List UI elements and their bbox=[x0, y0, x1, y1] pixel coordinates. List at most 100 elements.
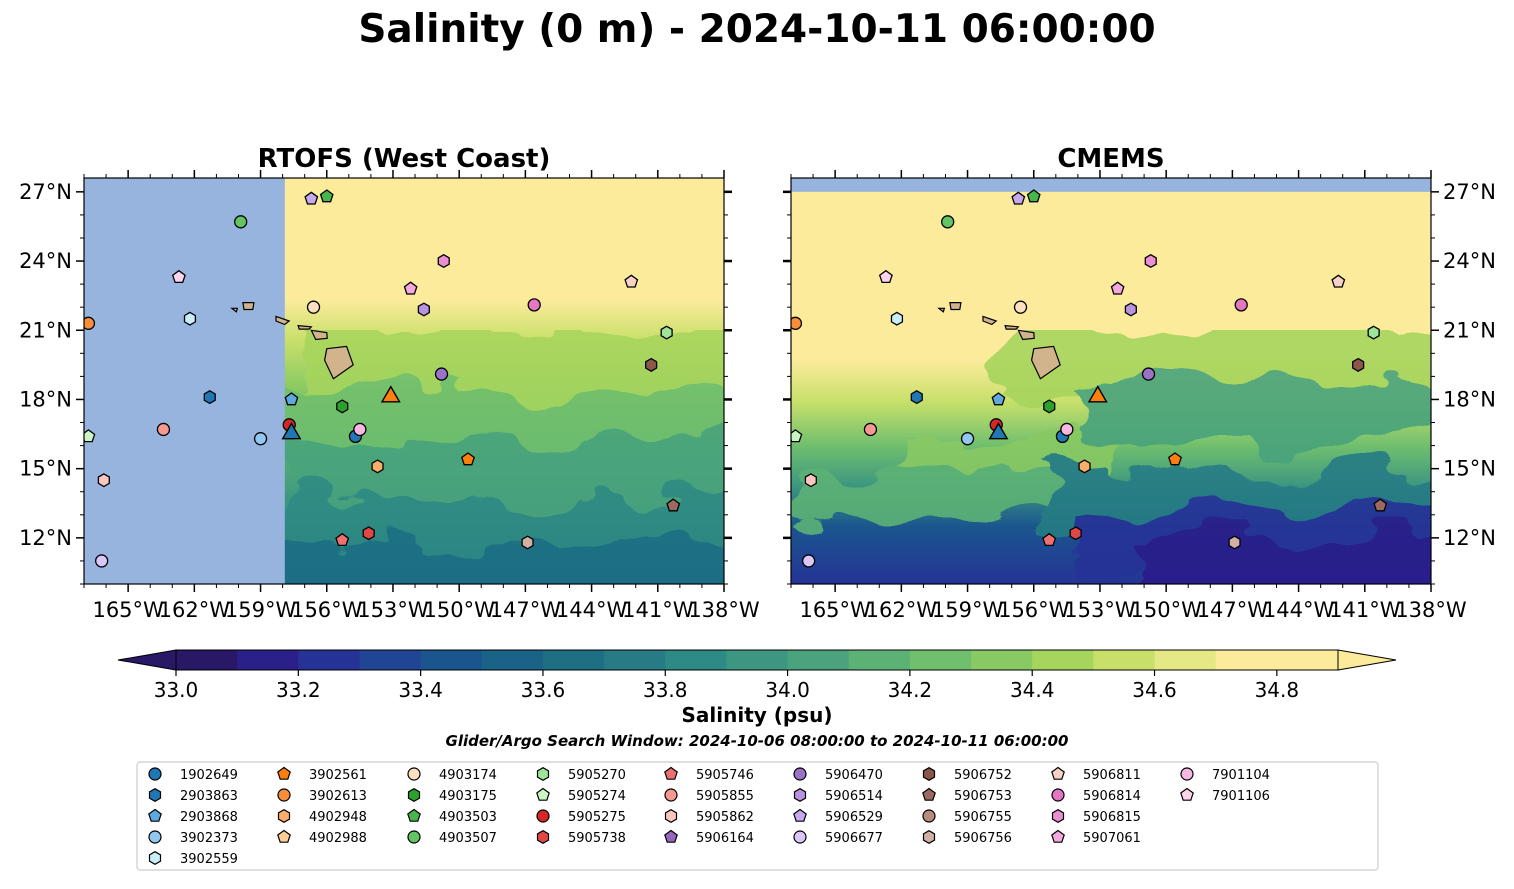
legend-entry: 5906811 bbox=[1051, 766, 1141, 783]
colorbar-segment bbox=[298, 650, 361, 670]
y-tick-label: 27°N bbox=[1443, 180, 1496, 204]
float-3902373 bbox=[960, 432, 975, 446]
float-5906470 bbox=[1141, 367, 1156, 381]
colorbar-segment bbox=[787, 650, 850, 670]
float-5905270 bbox=[660, 325, 673, 340]
rtofs-land bbox=[230, 302, 354, 380]
float-4903175 bbox=[1043, 399, 1056, 414]
x-tick-label: 165°W bbox=[799, 598, 871, 622]
legend-entry: 7901104 bbox=[1180, 767, 1270, 783]
legend: 1902649 2903863 2903868 3902373 3902559 39025… bbox=[148, 766, 1270, 867]
island-5 bbox=[230, 307, 239, 313]
y-tick-label: 18°N bbox=[19, 387, 72, 411]
legend-marker bbox=[922, 809, 936, 823]
glider-sg512-20240723T1831 bbox=[1087, 385, 1108, 403]
legend-marker bbox=[664, 788, 678, 802]
legend-marker bbox=[1051, 788, 1065, 802]
legend-entry: 5906752 bbox=[922, 767, 1012, 783]
cmems-axes: 165°W162°W159°W156°W153°W150°W147°W144°W… bbox=[783, 170, 1496, 622]
legend-marker bbox=[793, 788, 807, 802]
legend-entry: 3902559 bbox=[148, 851, 238, 867]
search-window-text: Glider/Argo Search Window: 2024-10-06 08… bbox=[446, 732, 1069, 750]
island-2 bbox=[1004, 324, 1020, 330]
legend-entry: 5906755 bbox=[922, 809, 1012, 825]
float-5906811 bbox=[1331, 274, 1346, 288]
colorbar-extend-min bbox=[117, 649, 177, 671]
legend-marker bbox=[407, 830, 421, 844]
legend-entry: 1902649 bbox=[148, 767, 238, 783]
glider-sg148-20240820T1744 bbox=[988, 422, 1009, 440]
x-tick-label: 153°W bbox=[357, 598, 429, 622]
legend-marker bbox=[148, 767, 162, 781]
legend-entry: 5905738 bbox=[536, 830, 626, 846]
colorbar-segment bbox=[1215, 650, 1278, 670]
float-5906529 bbox=[304, 191, 319, 205]
colorbar-segment bbox=[237, 650, 299, 670]
x-tick-label: 159°W bbox=[932, 598, 1004, 622]
float-5906756 bbox=[1228, 535, 1241, 550]
colorbar-tick-label: 34.2 bbox=[888, 678, 933, 702]
legend-label: 5906811 bbox=[1083, 768, 1141, 783]
x-tick-label: 165°W bbox=[92, 598, 164, 622]
colorbar-tick-label: 34.4 bbox=[1010, 678, 1055, 702]
legend-marker bbox=[536, 830, 550, 844]
colorbar-segment bbox=[481, 650, 544, 670]
x-tick-label: 147°W bbox=[1197, 598, 1269, 622]
legend-label: 5905746 bbox=[696, 768, 754, 783]
glider-sg148-20240820T1744 bbox=[281, 422, 302, 440]
legend-marker bbox=[536, 809, 550, 823]
float-2903868 bbox=[284, 392, 299, 406]
legend-label: 3902373 bbox=[180, 831, 238, 846]
colorbar-frame bbox=[175, 649, 1339, 671]
legend-marker bbox=[664, 829, 678, 843]
colorbar-tick-label: 34.6 bbox=[1132, 678, 1177, 702]
float-7901106 bbox=[171, 269, 186, 284]
float-3902373 bbox=[253, 432, 268, 446]
legend-label: 5905275 bbox=[568, 810, 626, 825]
legend-label: 4903507 bbox=[439, 831, 497, 846]
float-5906756 bbox=[521, 535, 534, 550]
legend-entry: 4903175 bbox=[407, 788, 497, 804]
legend-label: 7901106 bbox=[1212, 789, 1270, 804]
legend-label: 1902649 bbox=[180, 768, 238, 783]
legend-entry: 5905855 bbox=[664, 788, 754, 804]
legend-entry: 5906529 bbox=[793, 808, 883, 825]
legend-entry: 5906470 bbox=[793, 767, 883, 783]
colorbar-tick-label: 34.8 bbox=[1255, 678, 1300, 702]
island-3 bbox=[982, 315, 998, 326]
cmems-frame bbox=[790, 177, 1432, 585]
float-5907061 bbox=[1110, 281, 1125, 295]
island-0 bbox=[1030, 345, 1061, 380]
legend-marker bbox=[1051, 829, 1065, 843]
rtofs-eddies bbox=[280, 330, 724, 584]
legend-entry: 7901106 bbox=[1180, 787, 1270, 804]
colorbar-segment bbox=[909, 650, 972, 670]
rtofs-frame bbox=[83, 177, 725, 585]
rtofs-field bbox=[84, 178, 724, 584]
y-tick-label: 18°N bbox=[1443, 387, 1496, 411]
legend-label: 5906755 bbox=[954, 810, 1012, 825]
colorbar-segment bbox=[848, 650, 911, 670]
float-4903174 bbox=[1013, 300, 1028, 314]
legend-marker bbox=[536, 767, 550, 781]
float-5905746 bbox=[335, 532, 350, 547]
legend-entry: 5906164 bbox=[664, 829, 754, 846]
legend-marker bbox=[1051, 809, 1065, 823]
legend-label: 5905274 bbox=[568, 789, 626, 804]
colorbar-segment bbox=[420, 650, 483, 670]
float-5906753 bbox=[666, 498, 681, 512]
legend-entry: 2903868 bbox=[148, 808, 238, 825]
float-5906514 bbox=[1124, 302, 1137, 317]
legend-label: 3902561 bbox=[309, 768, 367, 783]
float-5906814 bbox=[527, 298, 541, 312]
cmems-eddies bbox=[791, 330, 1431, 584]
rtofs-axes: 165°W162°W159°W156°W153°W150°W147°W144°W… bbox=[19, 170, 760, 622]
float-5905862 bbox=[804, 473, 817, 488]
island-4 bbox=[949, 302, 962, 311]
legend-entry: 3902373 bbox=[148, 830, 238, 846]
legend-entry: 5906677 bbox=[793, 830, 883, 846]
legend-label: 5906756 bbox=[954, 831, 1012, 846]
island-0 bbox=[323, 345, 354, 380]
legend-entry: 5906514 bbox=[793, 788, 883, 804]
float-2903863 bbox=[910, 390, 923, 405]
